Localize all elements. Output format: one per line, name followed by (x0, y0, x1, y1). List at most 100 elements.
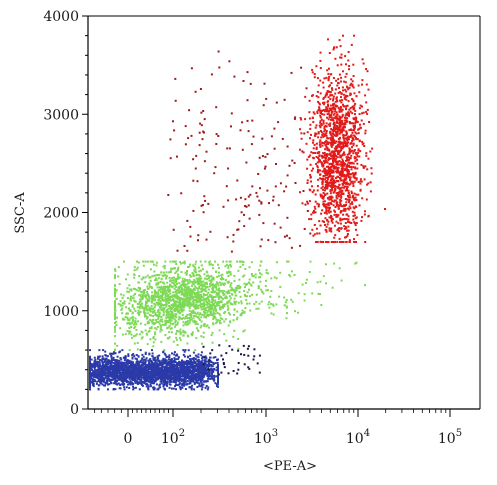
scatter-point-red (348, 200, 350, 203)
scatter-point-green (222, 304, 224, 307)
scatter-point-green (157, 289, 160, 292)
scatter-point-red (329, 185, 332, 187)
scatter-point-green (246, 291, 249, 294)
scatter-point-red (353, 150, 356, 153)
scatter-point-green (187, 298, 190, 301)
scatter-point-green (164, 295, 167, 298)
scatter-point-green (226, 292, 229, 295)
scatter-point-red (326, 161, 329, 164)
scatter-point-green (172, 303, 175, 306)
scatter-point-green (223, 333, 226, 336)
scatter-point-green (138, 302, 140, 305)
scatter-point-blue (129, 380, 132, 383)
scatter-point-green (303, 299, 306, 302)
scatter-point-red (346, 132, 348, 135)
scatter-point-green (210, 308, 213, 310)
scatter-point-red (354, 176, 356, 179)
scatter-point-green (152, 335, 155, 338)
scatter-point-green (205, 275, 208, 278)
scatter-point-green (146, 298, 149, 301)
scatter-point-green (184, 291, 187, 294)
scatter-point-green (209, 281, 212, 284)
scatter-point-green (241, 260, 243, 263)
scatter-point-red (338, 227, 341, 229)
scatter-point-green (193, 293, 196, 296)
scatter-point-dark-red (250, 143, 253, 146)
scatter-point-green (183, 262, 186, 265)
scatter-point-green (153, 274, 156, 277)
scatter-point-green (170, 299, 173, 302)
scatter-point-blue (151, 368, 153, 371)
scatter-point-green (157, 277, 160, 280)
scatter-point-blue (215, 375, 218, 378)
scatter-point-red (318, 151, 321, 154)
scatter-point-red (339, 105, 342, 108)
scatter-point-red (353, 180, 356, 183)
scatter-point-dark-red (285, 185, 288, 188)
scatter-point-green (146, 274, 149, 277)
scatter-point-green (211, 284, 214, 286)
scatter-point-red (344, 114, 347, 117)
scatter-point-red (355, 144, 358, 147)
scatter-point-green (305, 282, 307, 284)
scatter-point-red (332, 113, 335, 116)
scatter-point-red (353, 174, 355, 177)
scatter-point-red (327, 112, 330, 115)
scatter-point-green (272, 303, 275, 306)
scatter-point-green (159, 330, 162, 333)
scatter-point-green (199, 284, 202, 287)
scatter-point-red (359, 178, 362, 181)
scatter-point-red (335, 79, 338, 82)
scatter-point-red (349, 92, 352, 95)
scatter-point-red (338, 128, 341, 131)
scatter-point-blue (164, 358, 166, 361)
scatter-point-red (324, 94, 327, 97)
scatter-point-red (321, 220, 324, 223)
scatter-point-red (332, 170, 334, 173)
scatter-point-red (348, 205, 351, 208)
scatter-point-dark-red (259, 245, 262, 248)
scatter-point-green (234, 287, 237, 289)
scatter-point-red (308, 200, 311, 203)
scatter-point-red (332, 130, 335, 133)
scatter-point-green (238, 287, 241, 290)
scatter-point-dark-red (286, 174, 289, 177)
scatter-point-dark-red (172, 228, 175, 231)
scatter-point-green (171, 286, 174, 289)
scatter-point-green (202, 331, 205, 334)
scatter-point-dark-red (304, 203, 307, 206)
scatter-point-green (185, 283, 188, 286)
scatter-point-green (181, 314, 184, 317)
scatter-point-red (323, 205, 326, 208)
scatter-point-blue (94, 366, 97, 369)
scatter-point-green (255, 300, 258, 303)
scatter-point-green (133, 269, 136, 272)
scatter-point-green (236, 287, 239, 290)
scatter-point-green (114, 306, 116, 309)
scatter-point-red (313, 205, 316, 208)
scatter-point-green (175, 294, 178, 297)
scatter-point-dark-red (301, 150, 304, 153)
scatter-point-dark-red (230, 112, 233, 115)
scatter-point-green (211, 264, 214, 267)
scatter-point-green (190, 333, 193, 336)
scatter-point-green (212, 283, 215, 286)
scatter-point-blue (162, 359, 165, 362)
scatter-point-red (348, 150, 351, 153)
scatter-point-green (114, 295, 116, 298)
scatter-point-red (332, 164, 335, 167)
scatter-point-green (138, 312, 141, 314)
scatter-point-red (336, 228, 339, 231)
scatter-point-green (186, 286, 189, 289)
scatter-point-green (266, 289, 269, 292)
scatter-point-green (211, 287, 214, 290)
scatter-point-blue (137, 355, 140, 358)
scatter-point-red (323, 135, 326, 138)
scatter-point-green (179, 339, 182, 342)
scatter-point-green (212, 318, 215, 321)
scatter-point-red (353, 128, 356, 130)
scatter-point-green (204, 282, 207, 285)
scatter-point-green (166, 286, 169, 289)
scatter-point-red (358, 113, 361, 116)
scatter-point-red (330, 155, 333, 157)
